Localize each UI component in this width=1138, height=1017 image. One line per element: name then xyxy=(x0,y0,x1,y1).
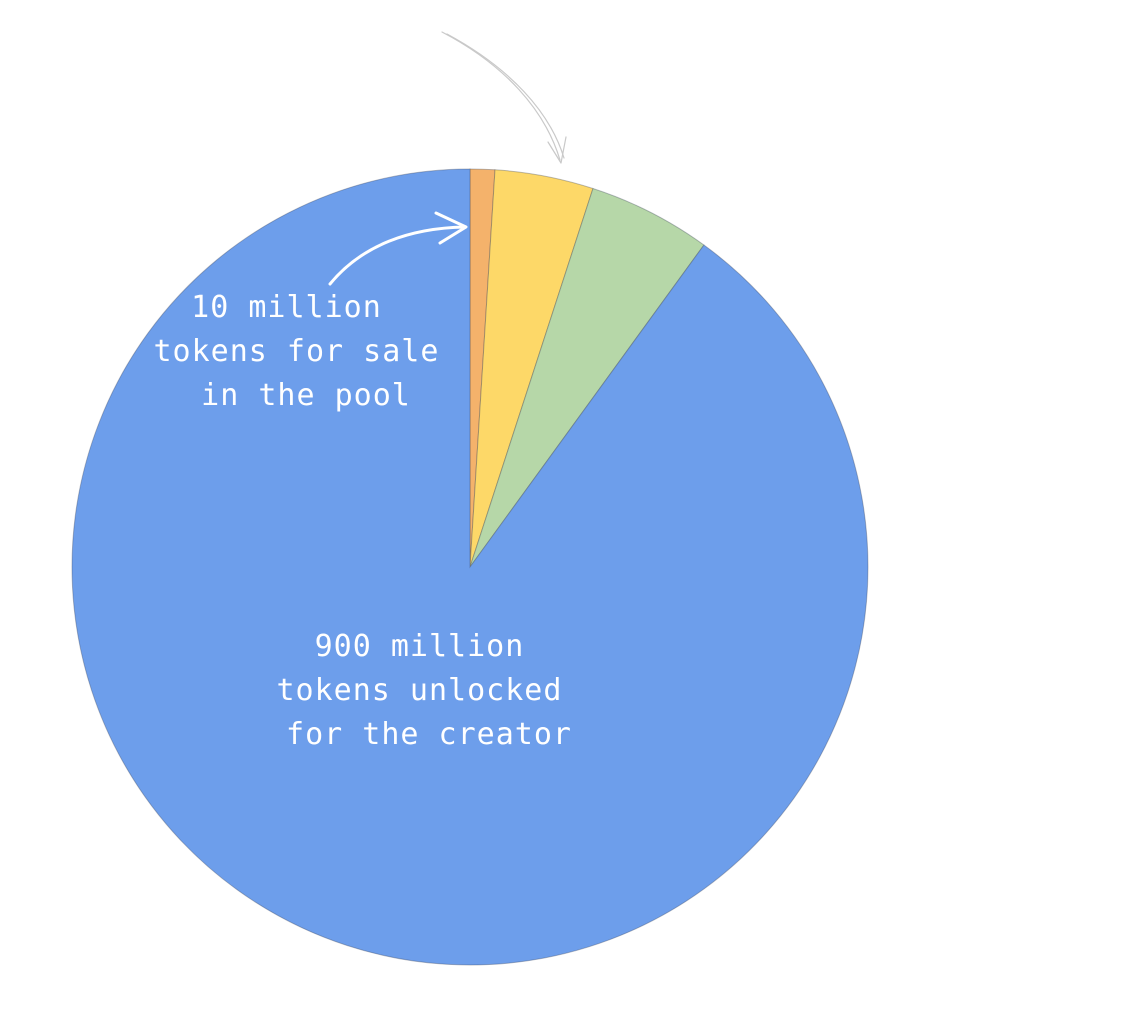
pointer-arrow-top-icon xyxy=(441,31,567,164)
annotation-pool-line-3: in the pool xyxy=(201,378,411,413)
annotation-pool-tokens: 10 million tokens for sale in the pool xyxy=(154,290,459,413)
pie-slice-2 xyxy=(469,187,705,568)
pie-slice-1 xyxy=(469,169,594,568)
slices-layer xyxy=(71,168,869,966)
annotation-pool-line-2: tokens for sale xyxy=(154,334,440,369)
annotation-pool-line-1: 10 million xyxy=(191,290,382,325)
annotation-creator-tokens: 900 million tokens unlocked for the crea… xyxy=(277,629,582,752)
annotation-creator-line-2: tokens unlocked xyxy=(277,673,563,708)
annotation-creator-line-1: 900 million xyxy=(315,629,525,664)
pie-slice-3 xyxy=(71,168,869,966)
pie-slice-0 xyxy=(469,168,496,568)
annotation-creator-line-3: for the creator xyxy=(286,717,572,752)
pointer-arrow-white-icon xyxy=(328,211,468,286)
